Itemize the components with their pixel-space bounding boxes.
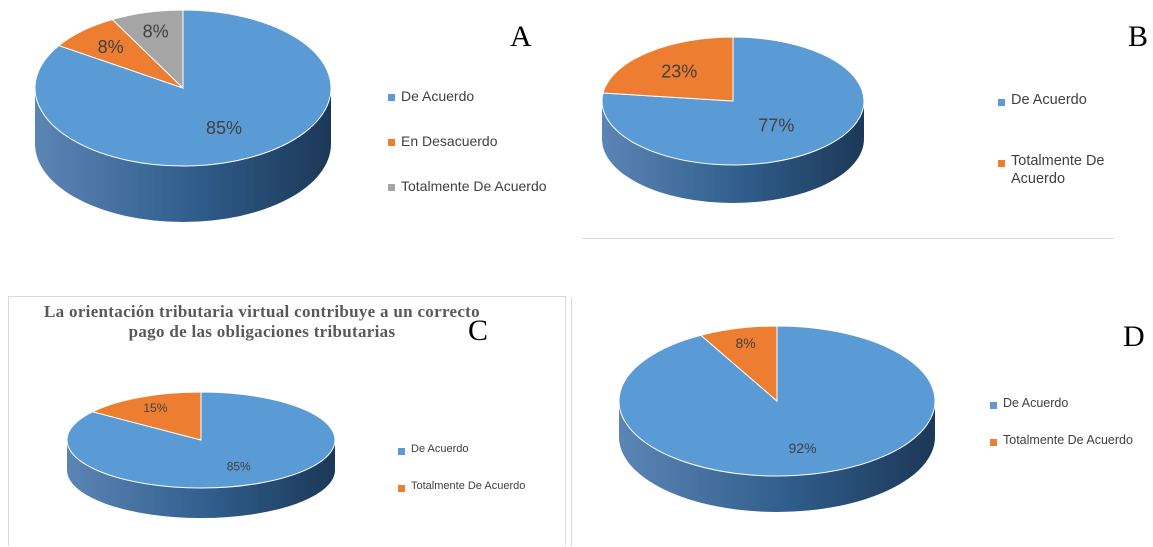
data-label: 8% (98, 37, 124, 57)
legend-a: De Acuerdo En Desacuerdo Totalmente De Acu… (388, 88, 547, 194)
legend-item: Totalmente De Acuerdo (388, 178, 547, 195)
pie-chart-d: 92% 8% (618, 325, 936, 512)
panel-b-bottom-border (582, 238, 1114, 239)
pie-side-wall (67, 440, 335, 518)
pie-chart-c: 85% 15% (66, 391, 336, 518)
data-label: 85% (206, 118, 242, 138)
legend-label: Totalmente De Acuerdo (411, 480, 526, 493)
legend-swatch (998, 98, 1005, 106)
legend-swatch (990, 401, 997, 409)
pie-slice-totalmente-de-acuerdo (699, 325, 778, 403)
legend-swatch (388, 139, 395, 147)
legend-item: Totalmente De Acuerdo (398, 480, 525, 493)
panel-label-c: C (468, 314, 489, 347)
panel-c-left-border (8, 296, 9, 546)
chart-panel-d: 92% 8% D De Acuerdo Totalmente De Acuerdo (578, 296, 1153, 547)
pie-chart-b: 77% 23% (601, 36, 865, 203)
panel-label-d: D (1123, 320, 1145, 353)
divider-line (571, 298, 572, 546)
panel-c-top-border (8, 296, 566, 297)
legend-label: Totalmente De Acuerdo (1011, 153, 1105, 187)
pie-slice-totalmente-de-acuerdo (602, 36, 734, 102)
legend-label: De Acuerdo (411, 443, 469, 455)
legend-b: De Acuerdo Totalmente De Acuerdo (998, 92, 1128, 188)
legend-swatch (388, 183, 395, 191)
chart-panel-c: La orientación tributaria virtual contri… (8, 296, 566, 547)
legend-label: Totalmente De Acuerdo (401, 177, 547, 194)
legend-item: De Acuerdo (990, 396, 1133, 411)
chart-title-c: La orientación tributaria virtual contri… (44, 302, 480, 341)
data-label: 77% (758, 115, 794, 135)
pie-slice-totalmente-de-acuerdo (91, 391, 202, 441)
legend-label: En Desacuerdo (401, 132, 498, 149)
panel-label-b: B (1128, 20, 1149, 53)
pie-side-wall (35, 88, 331, 222)
legend-label: De Acuerdo (1011, 92, 1087, 108)
legend-swatch (398, 447, 405, 455)
legend-item: Totalmente De Acuerdo (990, 433, 1133, 448)
pie-side-wall (602, 101, 864, 203)
legend-item: En Desacuerdo (388, 133, 547, 150)
data-label: 85% (227, 460, 251, 474)
pie-side-wall (619, 401, 935, 512)
data-label: 8% (143, 22, 169, 42)
legend-swatch (990, 438, 997, 446)
data-label: 23% (661, 62, 697, 82)
chart-panel-a: 85% 8% 8% A De Acuerdo En Desacuerdo Totalme… (0, 0, 570, 245)
legend-item: Totalmente De Acuerdo (998, 153, 1128, 188)
legend-item: De Acuerdo (998, 92, 1128, 109)
panel-c-right-border (565, 296, 566, 546)
legend-d: De Acuerdo Totalmente De Acuerdo (990, 396, 1133, 448)
panel-label-a: A (510, 20, 532, 53)
legend-item: De Acuerdo (398, 443, 525, 456)
legend-swatch (388, 94, 395, 102)
legend-label: De Acuerdo (401, 88, 475, 104)
pie-chart-a: 85% 8% 8% (34, 9, 332, 222)
data-label: 92% (789, 440, 817, 456)
legend-label: Totalmente De Acuerdo (1003, 433, 1133, 447)
legend-c: De Acuerdo Totalmente De Acuerdo (398, 443, 525, 493)
pie-slice-totalmente-de-acuerdo (111, 9, 184, 90)
legend-item: De Acuerdo (388, 88, 547, 105)
legend-swatch (998, 159, 1005, 167)
data-label: 8% (735, 335, 755, 351)
legend-swatch (398, 485, 405, 493)
data-label: 15% (143, 401, 167, 415)
chart-panel-b: 77% 23% B De Acuerdo Totalmente De Acuerdo (578, 0, 1153, 245)
legend-label: De Acuerdo (1003, 396, 1069, 410)
